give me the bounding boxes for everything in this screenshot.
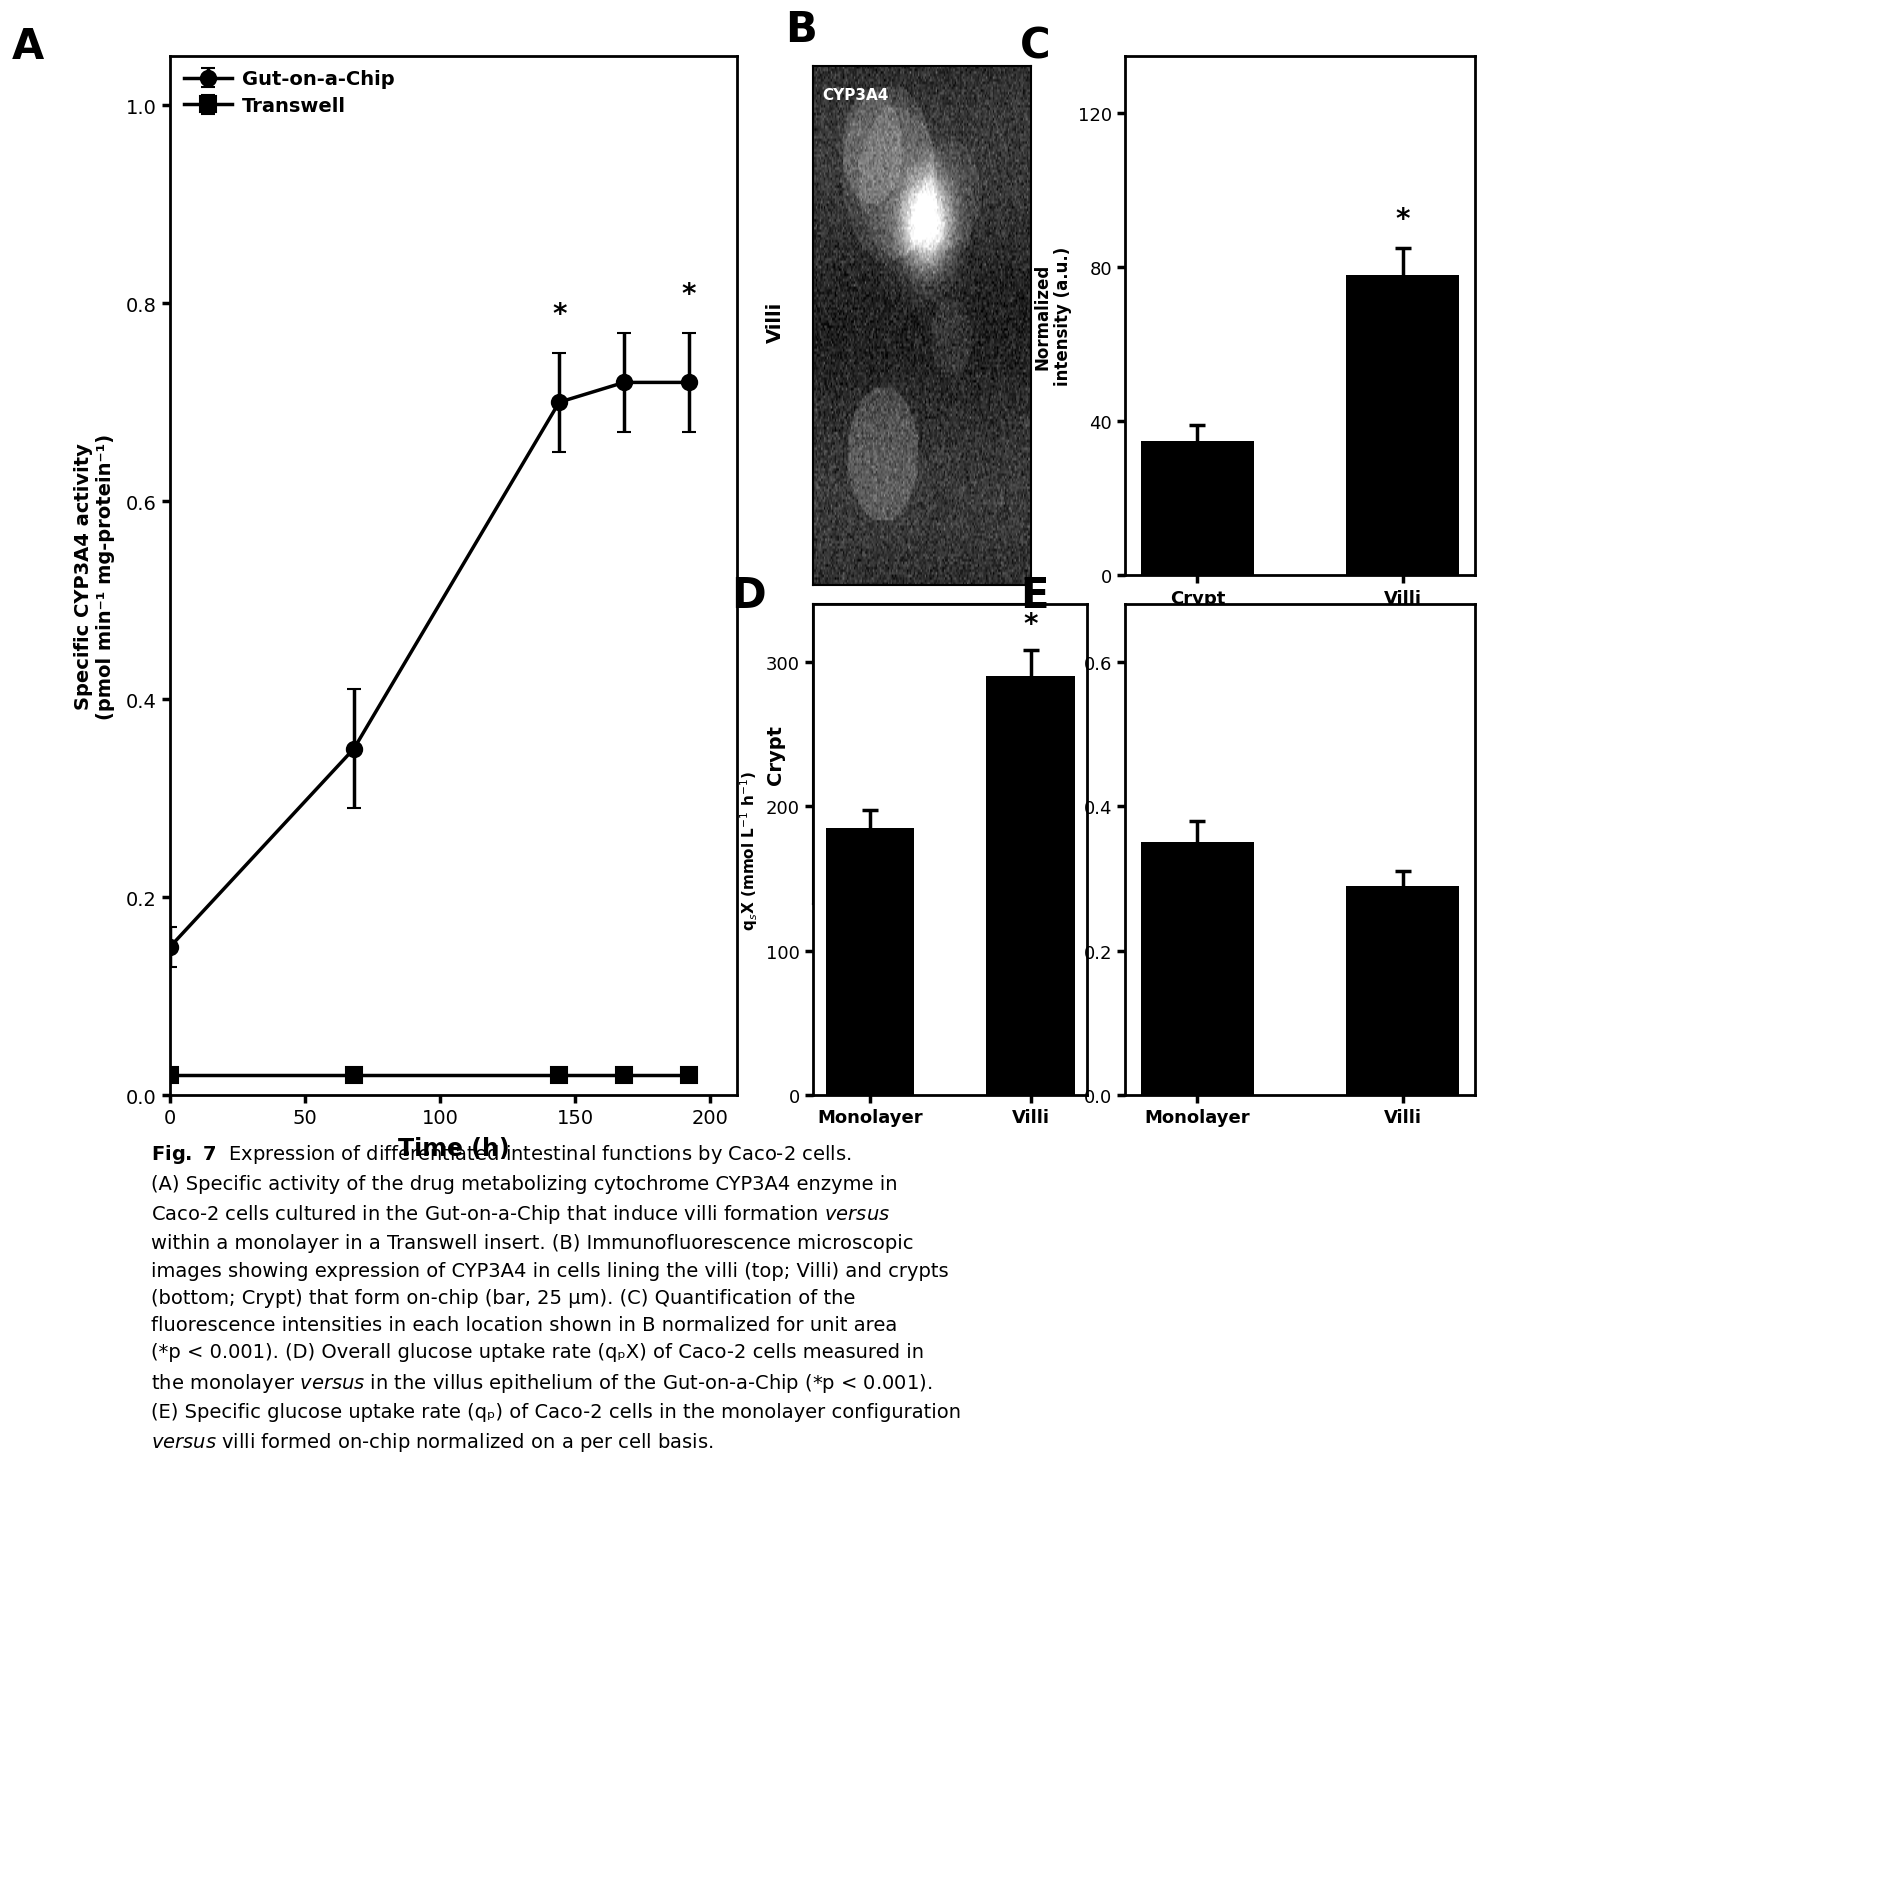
Bar	[1346, 276, 1460, 576]
Legend: Gut-on-a-Chip, Transwell: Gut-on-a-Chip, Transwell	[180, 66, 399, 119]
Text: Crypt: Crypt	[766, 725, 785, 784]
Text: A: A	[11, 26, 43, 68]
Y-axis label: q$_{s}$ (nmol Cell$^{-1}$ h$^{-1}$): q$_{s}$ (nmol Cell$^{-1}$ h$^{-1}$)	[1057, 767, 1078, 933]
X-axis label: Time (h): Time (h)	[397, 1135, 511, 1160]
Text: D: D	[732, 574, 766, 618]
Text: *: *	[552, 300, 567, 329]
Bar	[1140, 842, 1254, 1096]
Text: *: *	[681, 281, 696, 310]
Text: C: C	[1021, 26, 1051, 68]
Bar	[826, 829, 913, 1096]
Text: $\bf{Fig.\ 7}$  Expression of differentiated intestinal functions by Caco-2 cell: $\bf{Fig.\ 7}$ Expression of differentia…	[151, 1143, 961, 1453]
Y-axis label: Specific CYP3A4 activity
(pmol min⁻¹ mg-protein⁻¹): Specific CYP3A4 activity (pmol min⁻¹ mg-…	[74, 433, 115, 720]
Text: *: *	[1396, 206, 1411, 234]
Text: Villi: Villi	[766, 300, 785, 342]
Text: *: *	[1023, 612, 1038, 638]
Y-axis label: Normalized
intensity (a.u.): Normalized intensity (a.u.)	[1034, 247, 1072, 385]
Bar	[1140, 442, 1254, 576]
Bar	[1346, 886, 1460, 1096]
Bar	[987, 676, 1074, 1096]
Y-axis label: q$_{s}$X (mmol L$^{-1}$ h$^{-1}$): q$_{s}$X (mmol L$^{-1}$ h$^{-1}$)	[739, 771, 760, 929]
Text: CYP3A4: CYP3A4	[823, 89, 889, 104]
Text: E: E	[1021, 574, 1050, 618]
Text: B: B	[785, 9, 817, 51]
